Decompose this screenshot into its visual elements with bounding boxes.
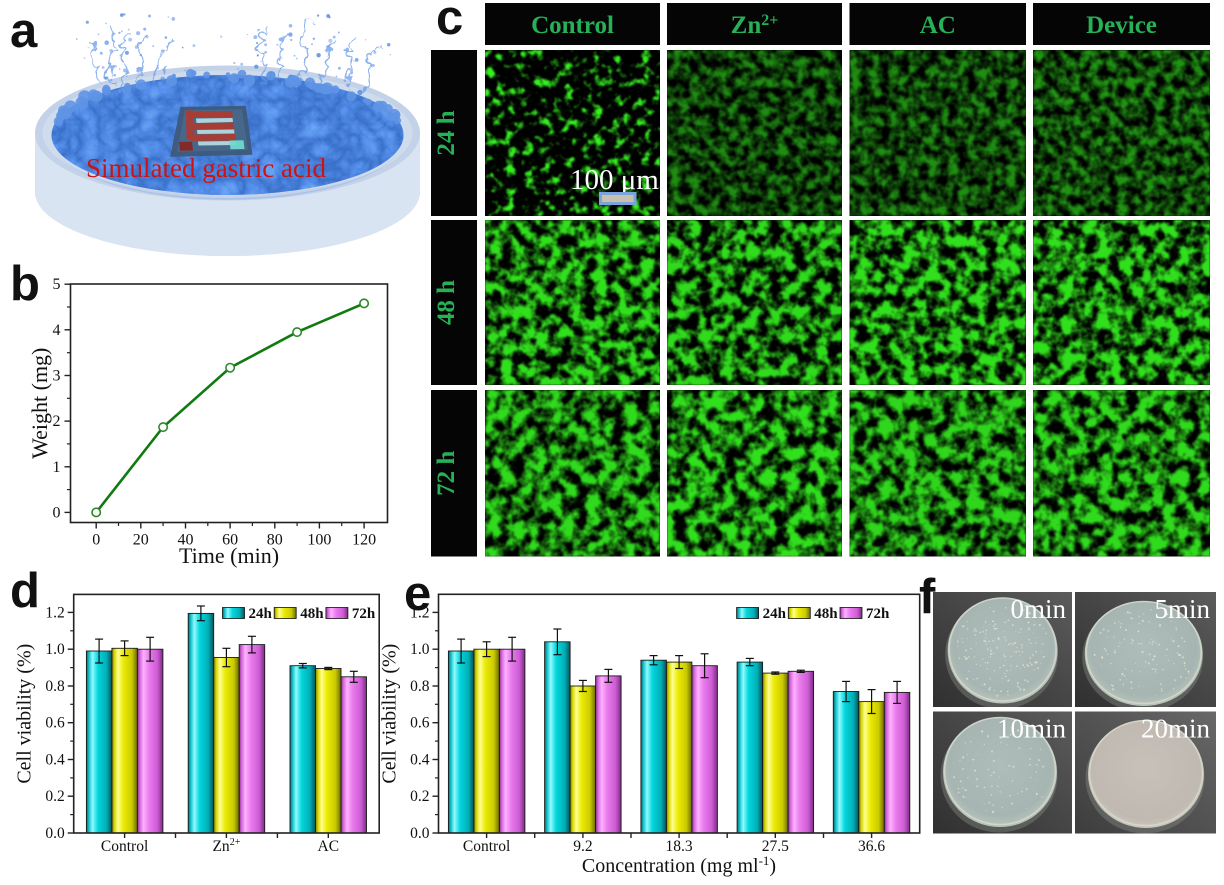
svg-text:20min: 20min — [1141, 714, 1211, 744]
svg-text:5min: 5min — [1154, 594, 1210, 624]
svg-text:40: 40 — [178, 532, 194, 549]
svg-text:0.0: 0.0 — [410, 825, 430, 842]
svg-text:27.5: 27.5 — [762, 838, 789, 855]
svg-text:3: 3 — [53, 368, 61, 385]
svg-text:72 h: 72 h — [433, 451, 460, 496]
svg-text:0.8: 0.8 — [410, 678, 430, 695]
svg-text:Simulated gastric acid: Simulated gastric acid — [86, 153, 326, 183]
svg-text:1.0: 1.0 — [410, 641, 430, 658]
svg-text:24h: 24h — [763, 606, 787, 622]
svg-text:0.2: 0.2 — [410, 788, 429, 805]
svg-text:Device: Device — [1086, 12, 1157, 39]
svg-text:0.0: 0.0 — [45, 825, 65, 842]
svg-text:48h: 48h — [814, 606, 838, 622]
svg-text:1.2: 1.2 — [410, 604, 429, 621]
svg-text:b: b — [10, 257, 40, 311]
svg-text:Control: Control — [463, 838, 510, 855]
svg-text:0: 0 — [92, 532, 100, 549]
svg-text:100 μm: 100 μm — [570, 164, 659, 196]
svg-text:Cell viability (%): Cell viability (%) — [379, 644, 401, 784]
svg-text:1.0: 1.0 — [45, 641, 65, 658]
svg-text:0.6: 0.6 — [410, 715, 430, 732]
svg-text:24h: 24h — [249, 606, 273, 622]
svg-text:0.4: 0.4 — [45, 752, 65, 769]
svg-text:72h: 72h — [866, 606, 890, 622]
svg-text:0.6: 0.6 — [45, 715, 65, 732]
svg-text:24 h: 24 h — [433, 110, 460, 155]
svg-text:AC: AC — [920, 12, 956, 39]
svg-text:120: 120 — [352, 532, 376, 549]
svg-text:Control: Control — [531, 12, 614, 39]
svg-text:a: a — [10, 4, 38, 58]
svg-text:72h: 72h — [352, 606, 376, 622]
svg-text:c: c — [436, 0, 463, 45]
svg-text:1: 1 — [53, 459, 61, 476]
svg-text:e: e — [404, 567, 431, 621]
svg-text:Time (min): Time (min) — [179, 543, 279, 568]
svg-text:f: f — [919, 570, 936, 624]
svg-text:18.3: 18.3 — [666, 838, 693, 855]
svg-text:0min: 0min — [1010, 594, 1066, 624]
svg-text:0.4: 0.4 — [410, 752, 430, 769]
svg-text:AC: AC — [318, 838, 340, 855]
svg-text:Weight (mg): Weight (mg) — [27, 348, 52, 459]
svg-text:4: 4 — [53, 322, 61, 339]
svg-text:9.2: 9.2 — [573, 838, 592, 855]
svg-text:Control: Control — [101, 838, 148, 855]
svg-text:48h: 48h — [300, 606, 324, 622]
svg-text:2: 2 — [53, 413, 61, 430]
svg-text:0.2: 0.2 — [45, 788, 64, 805]
svg-text:20: 20 — [133, 532, 149, 549]
svg-text:100: 100 — [307, 532, 331, 549]
svg-text:48 h: 48 h — [433, 280, 460, 325]
svg-text:Cell viability (%): Cell viability (%) — [14, 644, 36, 784]
svg-text:5: 5 — [53, 276, 61, 293]
svg-text:Concentration (mg ml-1): Concentration (mg ml-1) — [582, 853, 776, 877]
svg-text:10min: 10min — [997, 714, 1067, 744]
svg-text:0.8: 0.8 — [45, 678, 65, 695]
svg-text:36.6: 36.6 — [858, 838, 885, 855]
svg-text:1.2: 1.2 — [45, 604, 64, 621]
svg-text:80: 80 — [267, 532, 283, 549]
svg-text:d: d — [10, 564, 40, 618]
svg-text:0: 0 — [53, 504, 61, 521]
svg-text:60: 60 — [222, 532, 238, 549]
